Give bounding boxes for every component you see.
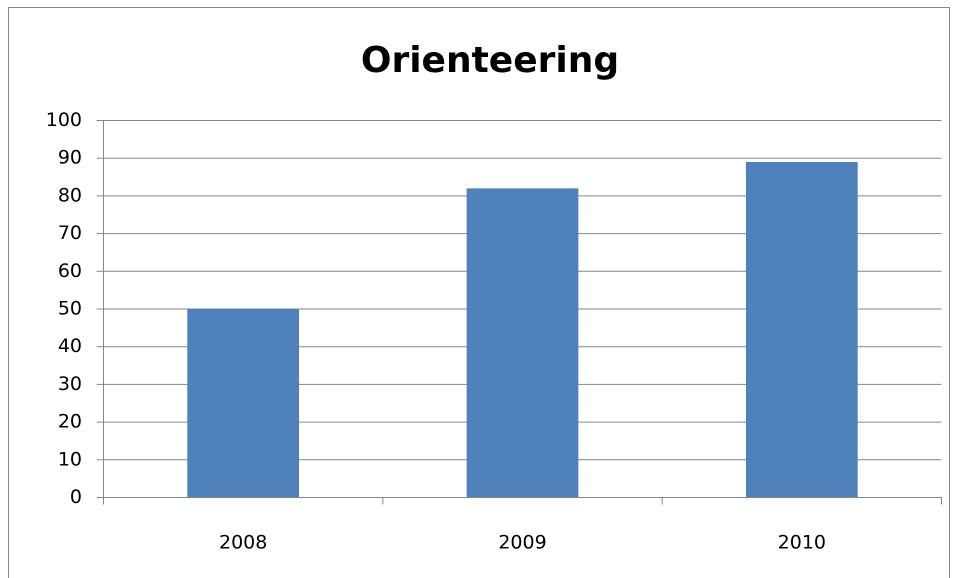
y-tick-label: 100 bbox=[46, 109, 82, 131]
y-tick-label: 60 bbox=[58, 260, 82, 282]
y-tick-label: 0 bbox=[70, 486, 82, 508]
y-tick-label: 70 bbox=[58, 222, 82, 244]
bar bbox=[187, 309, 300, 498]
bar bbox=[466, 188, 579, 498]
x-tick-label: 2009 bbox=[498, 532, 546, 554]
bar bbox=[745, 161, 858, 498]
y-tick-label: 40 bbox=[58, 335, 82, 357]
y-tick-label: 30 bbox=[58, 373, 82, 395]
chart-title: Orienteering bbox=[361, 40, 619, 81]
y-tick-label: 50 bbox=[58, 298, 82, 320]
x-tick-label: 2010 bbox=[778, 532, 826, 554]
y-tick-label: 10 bbox=[58, 448, 82, 470]
x-tick-label: 2008 bbox=[219, 532, 267, 554]
y-tick-label: 20 bbox=[58, 411, 82, 433]
y-tick-label: 80 bbox=[58, 184, 82, 206]
y-tick-label: 90 bbox=[58, 147, 82, 169]
